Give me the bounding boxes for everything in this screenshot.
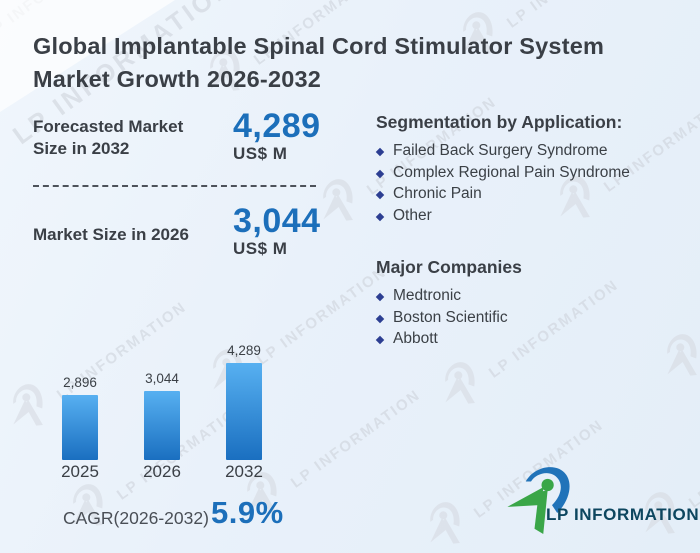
bar-value-label: 3,044	[145, 371, 179, 386]
company-item: Abbott	[375, 330, 508, 352]
segmentation-heading: Segmentation by Application:	[376, 112, 623, 132]
lp-figure-watermark-icon	[430, 502, 460, 544]
segmentation-item-label: Chronic Pain	[393, 185, 482, 202]
page-title-line1: Global Implantable Spinal Cord Stimulato…	[33, 33, 605, 59]
companies-heading: Major Companies	[376, 257, 522, 277]
bar-group-2032: 4,289	[212, 343, 276, 460]
x-axis-label-2025: 2025	[61, 462, 99, 481]
diamond-bullet-icon	[375, 147, 385, 157]
company-item-label: Abbott	[393, 330, 438, 347]
diamond-bullet-icon	[375, 169, 385, 178]
forecast-stat-value: 4,289 US$ M	[233, 108, 321, 164]
company-item-label: Medtronic	[393, 287, 462, 304]
watermark-text: LP INFORMATION	[287, 386, 424, 492]
lp-figure-watermark-icon	[0, 92, 25, 226]
diamond-bullet-icon	[375, 212, 385, 221]
forecast-stat-number: 4,289	[233, 107, 321, 145]
forecast-stat-label: Forecasted Market Size in 2032	[33, 117, 184, 158]
current-stat-number: 3,044	[233, 202, 321, 240]
company-item: Medtronic	[375, 287, 508, 309]
company-item-label: Boston Scientific	[393, 308, 508, 326]
diamond-bullet-icon	[375, 292, 385, 302]
lp-information-logo-icon	[507, 467, 570, 534]
page-title: Global Implantable Spinal Cord Stimulato…	[33, 30, 673, 96]
current-stat-unit: US$ M	[233, 239, 288, 258]
diamond-bullet-icon	[375, 314, 385, 323]
x-axis-label-2032: 2032	[225, 462, 263, 481]
page-title-line2: Market Growth 2026-2032	[33, 66, 322, 92]
cagr-value: 5.9%	[211, 495, 284, 530]
bar-2026	[144, 391, 180, 460]
segmentation-item: Complex Regional Pain Syndrome	[375, 163, 630, 186]
bar-group-2026: 3,044	[130, 371, 194, 460]
segmentation-item-label: Complex Regional Pain Syndrome	[393, 163, 630, 181]
companies-list: Medtronic Boston Scientific Abbott	[375, 287, 508, 352]
segmentation-item: Chronic Pain	[375, 185, 630, 207]
forecast-stat-unit: US$ M	[233, 144, 288, 163]
segmentation-item: Other	[375, 206, 630, 229]
segmentation-list: Failed Back Surgery Syndrome Complex Reg…	[375, 142, 630, 229]
watermark: LP INFORMATION	[621, 380, 700, 553]
watermark: LP INFORMATION	[643, 222, 700, 398]
bar-value-label: 2,896	[63, 375, 97, 390]
bar-group-2025: 2,896	[48, 375, 112, 460]
diamond-bullet-icon	[375, 190, 385, 200]
diamond-bullet-icon	[375, 335, 385, 345]
lp-figure-watermark-icon	[445, 362, 475, 404]
bar-value-label: 4,289	[227, 343, 261, 358]
lp-figure-watermark-icon	[667, 334, 697, 376]
cagr-label: CAGR(2026-2032)	[63, 508, 209, 528]
segmentation-item-label: Other	[393, 206, 432, 224]
dashed-divider	[33, 185, 316, 187]
segmentation-item-label: Failed Back Surgery Syndrome	[393, 142, 608, 159]
bar-2025	[62, 395, 98, 460]
x-axis-label-2026: 2026	[143, 462, 181, 481]
company-item: Boston Scientific	[375, 308, 508, 331]
lp-information-logo-text: LP INFORMATION	[546, 505, 700, 524]
current-stat-label: Market Size in 2026	[33, 225, 189, 244]
bar-2032	[226, 363, 262, 460]
current-stat-value: 3,044 US$ M	[233, 203, 321, 259]
segmentation-item: Failed Back Surgery Syndrome	[375, 142, 630, 164]
